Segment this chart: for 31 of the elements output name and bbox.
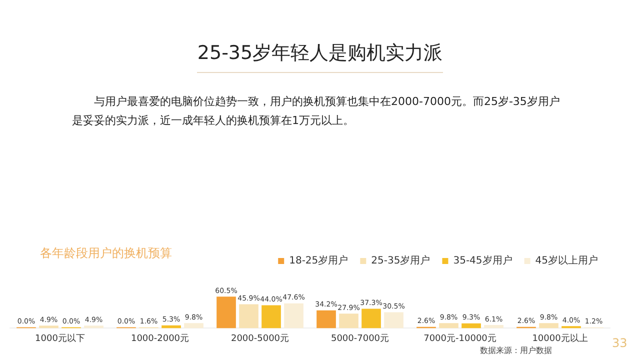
source-note: 数据来源：用户数据 bbox=[480, 345, 552, 356]
chart-title: 25-35岁年轻人是购机实力派 bbox=[197, 40, 443, 73]
bar bbox=[539, 323, 558, 328]
bar bbox=[439, 323, 458, 328]
legend-label: 45岁以上用户 bbox=[535, 254, 598, 267]
bar bbox=[462, 323, 481, 328]
bar bbox=[39, 326, 58, 328]
x-tick-label: 2000-5000元 bbox=[230, 332, 290, 344]
bar bbox=[262, 305, 281, 328]
chart-subtitle: 与用户最喜爱的电脑价位趋势一致，用户的换机预算也集中在2000-7000元。而25岁-35岁用户是妥妥的实力派，近一成年轻人的换机预算在1万元以上。 bbox=[72, 94, 561, 129]
x-tick-label: 7000元-10000元 bbox=[424, 332, 496, 344]
bar bbox=[184, 323, 204, 328]
legend-label: 25-35岁用户 bbox=[371, 254, 430, 267]
bar bbox=[239, 304, 258, 328]
bar bbox=[216, 296, 236, 328]
x-tick-label: 1000-2000元 bbox=[130, 332, 190, 344]
x-tick-label: 5000-7000元 bbox=[330, 332, 390, 344]
bar bbox=[362, 308, 381, 328]
legend-title: 各年龄段用户的换机预算 bbox=[40, 245, 172, 262]
x-tick-label: 1000元以下 bbox=[35, 332, 85, 344]
bar bbox=[316, 310, 336, 328]
bar bbox=[162, 325, 181, 328]
text: 33 bbox=[612, 336, 628, 350]
x-tick-label: 10000元以上 bbox=[532, 332, 588, 344]
bar bbox=[84, 326, 104, 328]
legend-label: 35-45岁用户 bbox=[453, 254, 512, 267]
bar bbox=[384, 312, 404, 328]
legend-label: 18-25岁用户 bbox=[289, 254, 348, 267]
bar bbox=[284, 303, 304, 328]
bar bbox=[484, 325, 504, 328]
bar bbox=[339, 314, 358, 328]
